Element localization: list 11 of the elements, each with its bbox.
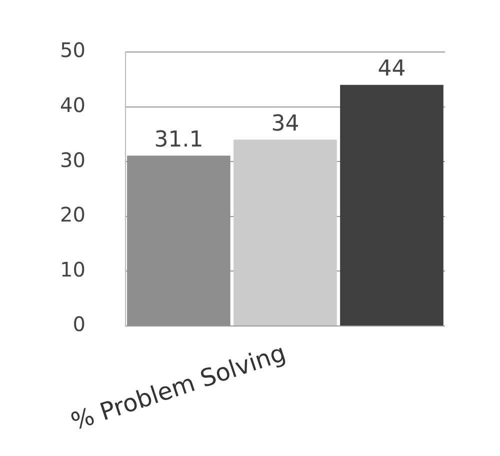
- bar: [340, 84, 444, 326]
- y-tick-label: 20: [60, 202, 86, 227]
- y-tick-label: 50: [60, 38, 86, 62]
- data-label: 44: [378, 56, 406, 82]
- data-label: 34: [271, 111, 300, 136]
- y-tick-label: 30: [60, 148, 86, 172]
- bar: [234, 140, 337, 326]
- y-tick-label: 40: [60, 93, 86, 118]
- y-tick-label: 0: [72, 312, 86, 336]
- y-tick-label: 10: [60, 257, 86, 282]
- data-label: 31.1: [154, 127, 204, 152]
